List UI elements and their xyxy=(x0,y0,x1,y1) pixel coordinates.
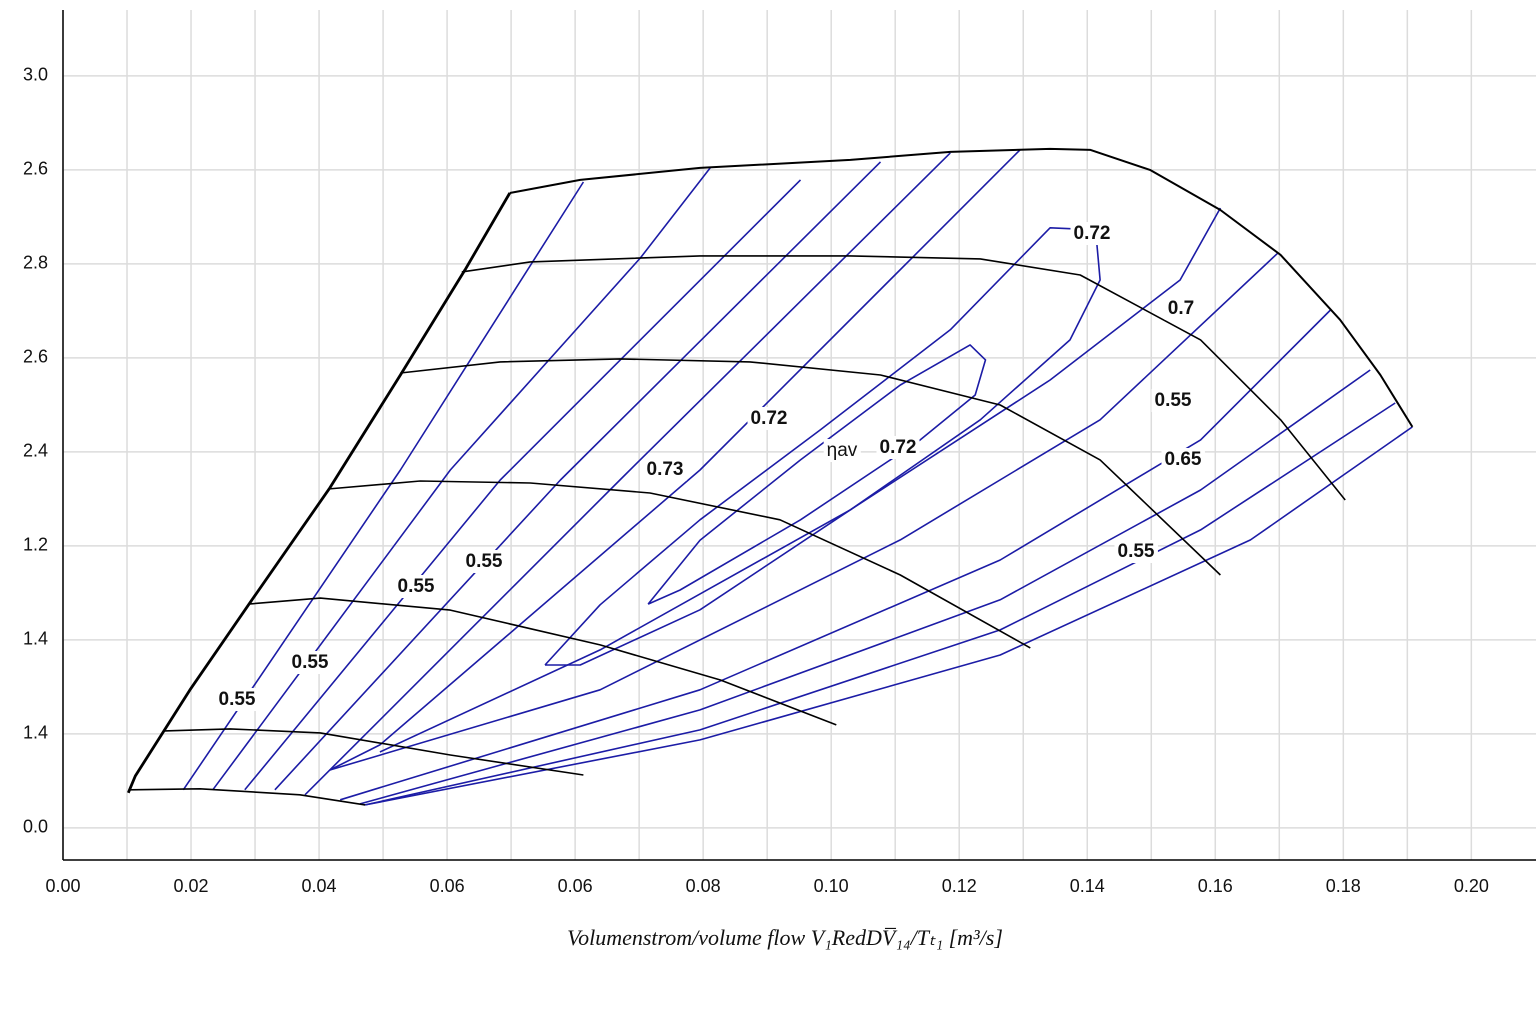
y-tick-label: 2.4 xyxy=(23,441,48,461)
efficiency-contour xyxy=(274,161,882,791)
y-tick-label: 0.0 xyxy=(23,817,48,837)
speed-line xyxy=(164,728,584,776)
y-tick-label: 1.4 xyxy=(23,723,48,743)
efficiency-contour xyxy=(339,309,1332,801)
map-boundary xyxy=(509,147,1414,428)
y-tick-label: 2.6 xyxy=(23,347,48,367)
x-tick-label: 0.08 xyxy=(686,876,721,896)
label-background xyxy=(394,575,438,599)
efficiency-contour xyxy=(212,167,711,791)
efficiency-contour xyxy=(365,402,1396,806)
label-background xyxy=(747,407,791,431)
speed-line xyxy=(400,358,1221,576)
x-tick-label: 0.12 xyxy=(942,876,977,896)
label-background xyxy=(1161,448,1205,472)
label-background xyxy=(288,651,332,675)
label-background xyxy=(1070,222,1114,246)
contour-label: 0.72 xyxy=(880,437,917,458)
x-tick-label: 0.10 xyxy=(814,876,849,896)
y-tick-label: 2.8 xyxy=(23,253,48,273)
efficiency-contour xyxy=(329,149,1021,771)
efficiency-contour xyxy=(544,227,1101,666)
efficiency-contour xyxy=(304,152,951,796)
contour-label: 0.55 xyxy=(1118,541,1155,562)
y-tick-label: 1.4 xyxy=(23,629,48,649)
contour-label: 0.55 xyxy=(1155,390,1192,411)
contour-label: 0.55 xyxy=(219,689,256,710)
x-tick-label: 0.04 xyxy=(302,876,337,896)
label-background xyxy=(1164,297,1198,321)
contour-label: 0.55 xyxy=(466,551,503,572)
efficiency-contour xyxy=(182,181,585,791)
x-tick-label: 0.06 xyxy=(558,876,593,896)
contour-label: 0.73 xyxy=(647,459,684,480)
label-background xyxy=(215,688,259,712)
contour-label: ηav xyxy=(827,440,858,461)
label-background xyxy=(823,439,861,463)
efficiency-contour xyxy=(365,426,1413,806)
contour-label: 0.65 xyxy=(1165,449,1202,470)
y-tick-label: 2.6 xyxy=(23,159,48,179)
x-tick-label: 0.06 xyxy=(430,876,465,896)
contour-label: 0.7 xyxy=(1168,298,1194,319)
speed-line xyxy=(461,255,1346,501)
efficiency-contour xyxy=(329,252,1279,771)
efficiency-contour xyxy=(359,369,1371,805)
speed-line xyxy=(130,788,366,806)
contour-label: 0.55 xyxy=(292,652,329,673)
x-tick-label: 0.00 xyxy=(45,876,80,896)
efficiency-contour xyxy=(244,179,802,791)
label-background xyxy=(1114,540,1158,564)
label-background xyxy=(1151,389,1195,413)
label-background xyxy=(643,458,687,482)
x-tick-label: 0.18 xyxy=(1326,876,1361,896)
x-tick-label: 0.14 xyxy=(1070,876,1105,896)
x-tick-label: 0.20 xyxy=(1454,876,1489,896)
x-tick-label: 0.16 xyxy=(1198,876,1233,896)
contour-label: 0.72 xyxy=(1074,223,1111,244)
efficiency-contour xyxy=(379,207,1222,753)
surge-line xyxy=(127,192,512,794)
x-axis-label: Volumenstrom/volume flow V₁RedDV̅₁₄/Tₜ₁ … xyxy=(567,925,1003,950)
y-tick-label: 1.2 xyxy=(23,535,48,555)
contour-label: 0.55 xyxy=(398,576,435,597)
efficiency-contour xyxy=(647,344,987,605)
contour-label: 0.72 xyxy=(751,408,788,429)
y-tick-label: 3.0 xyxy=(23,65,48,85)
x-tick-label: 0.02 xyxy=(174,876,209,896)
label-background xyxy=(876,436,920,460)
label-background xyxy=(462,550,506,574)
speed-line xyxy=(327,480,1031,649)
speed-line xyxy=(247,597,837,726)
